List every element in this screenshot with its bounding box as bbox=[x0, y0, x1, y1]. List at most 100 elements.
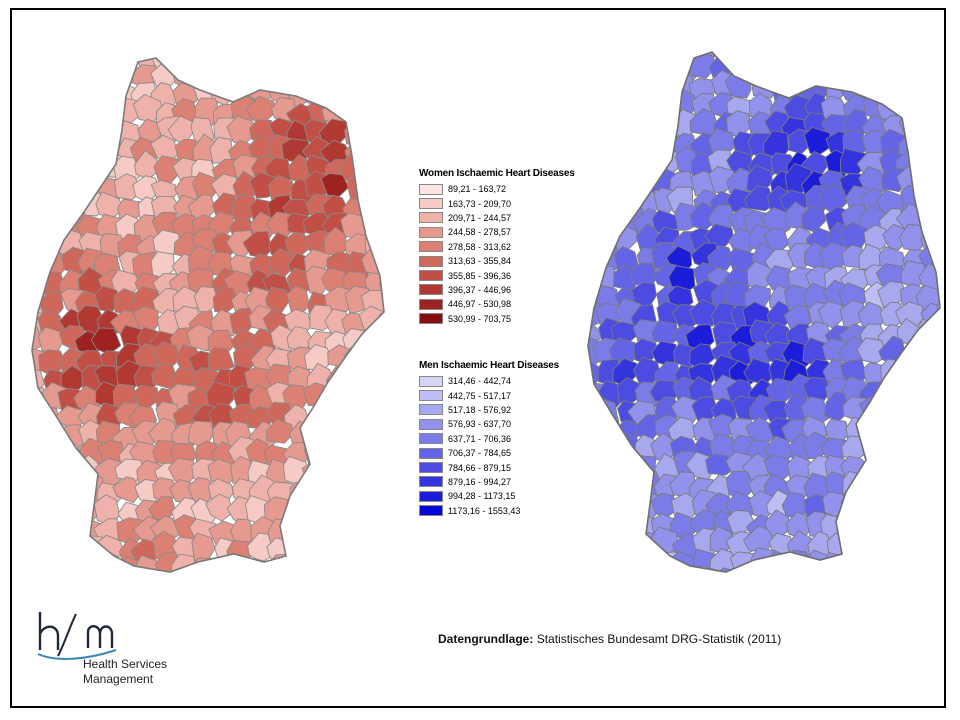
women-legend-label: 313,63 - 355,84 bbox=[448, 256, 512, 267]
women-district-cell bbox=[364, 568, 384, 572]
men-district-cell bbox=[595, 204, 625, 235]
women-legend-label: 278,58 - 313,62 bbox=[448, 241, 512, 252]
women-district-cell bbox=[376, 231, 384, 258]
women-legend-label: 89,21 - 163,72 bbox=[448, 184, 507, 195]
women-district-cell bbox=[345, 577, 372, 580]
men-district-cell bbox=[902, 530, 930, 558]
men-district-cell bbox=[596, 151, 626, 181]
men-district-cell bbox=[876, 58, 907, 87]
men-district-cell bbox=[824, 52, 854, 65]
women-district-cell bbox=[319, 516, 348, 547]
men-legend-label: 1173,16 - 1553,43 bbox=[448, 505, 521, 516]
women-district-cell bbox=[378, 424, 384, 449]
women-district-cell bbox=[32, 96, 48, 122]
women-legend-swatch bbox=[419, 241, 443, 253]
men-district-cell bbox=[937, 318, 940, 347]
women-district-cell bbox=[363, 517, 384, 545]
women-district-cell bbox=[153, 155, 180, 184]
men-district-cell bbox=[914, 570, 940, 572]
women-district-cell bbox=[36, 118, 68, 145]
men-district-cell bbox=[918, 205, 940, 234]
women-district-cell bbox=[326, 573, 350, 580]
women-district-cell bbox=[192, 58, 218, 69]
women-district-cell bbox=[344, 97, 375, 126]
women-district-cell bbox=[284, 59, 313, 87]
women-district-cell bbox=[210, 556, 240, 572]
men-district-cell bbox=[614, 548, 641, 572]
men-legend-entries: 314,46 - 442,74 442,75 - 517,17 517,18 - 5… bbox=[419, 374, 559, 518]
women-district-cell bbox=[60, 534, 86, 562]
men-district-cell bbox=[593, 532, 619, 558]
women-district-cell bbox=[364, 440, 384, 471]
men-district-cell bbox=[916, 91, 940, 119]
women-district-cell bbox=[380, 438, 384, 467]
women-district-cell bbox=[32, 438, 50, 467]
men-district-cell bbox=[935, 244, 940, 271]
women-district-cell bbox=[56, 103, 80, 130]
women-district-cell bbox=[32, 554, 49, 572]
men-district-cell bbox=[634, 150, 662, 179]
men-district-cell bbox=[839, 507, 870, 537]
men-district-cell bbox=[937, 203, 940, 233]
men-district-cell bbox=[728, 570, 754, 572]
women-district-cell bbox=[56, 576, 83, 580]
women-district-cell bbox=[359, 422, 384, 449]
women-district-cell bbox=[34, 176, 65, 204]
women-legend-entries: 89,21 - 163,72 163,73 - 209,70 209,71 - 24… bbox=[419, 182, 575, 326]
women-district-cell bbox=[378, 271, 384, 300]
men-district-cell bbox=[936, 339, 940, 368]
men-district-cell bbox=[592, 73, 620, 103]
women-district-cell bbox=[379, 553, 384, 572]
women-district-cell bbox=[244, 63, 273, 93]
women-district-cell bbox=[79, 59, 106, 86]
men-legend-swatch bbox=[419, 390, 443, 402]
women-district-cell bbox=[32, 496, 50, 522]
women-district-cell bbox=[357, 532, 384, 560]
women-legend-swatch bbox=[419, 284, 443, 296]
men-district-cell bbox=[592, 435, 621, 462]
women-legend-label: 396,37 - 446,96 bbox=[448, 284, 512, 295]
men-legend-label: 576,93 - 637,70 bbox=[448, 419, 512, 430]
men-district-cell bbox=[783, 52, 810, 79]
men-district-cell bbox=[878, 430, 908, 459]
women-district-cell bbox=[378, 210, 384, 238]
women-district-cell bbox=[327, 558, 352, 572]
women-district-cell bbox=[265, 418, 294, 444]
men-district-cell bbox=[839, 52, 868, 63]
men-district-cell bbox=[655, 52, 682, 60]
women-district-cell bbox=[167, 58, 200, 72]
men-legend-entry: 637,71 - 706,36 bbox=[419, 432, 559, 446]
women-district-cell bbox=[154, 570, 183, 572]
women-district-cell bbox=[379, 459, 384, 491]
women-district-cell bbox=[32, 158, 48, 189]
women-district-cell bbox=[284, 553, 313, 572]
data-source-text: Statistisches Bundesamt DRG-Statistik (2… bbox=[536, 632, 782, 646]
women-district-cell bbox=[378, 102, 384, 129]
women-district-cell bbox=[301, 550, 328, 572]
women-district-cell bbox=[249, 58, 279, 70]
women-legend-entry: 313,63 - 355,84 bbox=[419, 254, 575, 268]
women-district-cell bbox=[378, 307, 384, 335]
men-district-cell bbox=[898, 416, 927, 444]
women-district-cell bbox=[113, 556, 141, 572]
women-district-cell bbox=[380, 58, 384, 69]
women-legend-swatch bbox=[419, 212, 443, 224]
men-district-cell bbox=[802, 54, 833, 81]
women-district-cell bbox=[362, 142, 384, 166]
men-district-cell bbox=[897, 361, 925, 387]
men-district-cell bbox=[938, 472, 940, 504]
women-legend-label: 355,85 - 396,36 bbox=[448, 270, 512, 281]
women-district-cell bbox=[284, 514, 313, 542]
women-district-cell bbox=[36, 216, 63, 241]
men-district-cell bbox=[588, 152, 600, 179]
women-district-cell bbox=[360, 58, 384, 89]
men-district-cell bbox=[881, 475, 908, 501]
women-legend-entry: 278,58 - 313,62 bbox=[419, 240, 575, 254]
men-district-cell bbox=[879, 378, 908, 407]
logo-text-line1: Health Services bbox=[83, 657, 168, 671]
women-district-cell bbox=[112, 476, 143, 504]
men-district-cell bbox=[920, 376, 940, 404]
women-district-cell bbox=[32, 232, 48, 262]
women-district-cell bbox=[381, 248, 384, 279]
women-legend-swatch bbox=[419, 198, 443, 210]
